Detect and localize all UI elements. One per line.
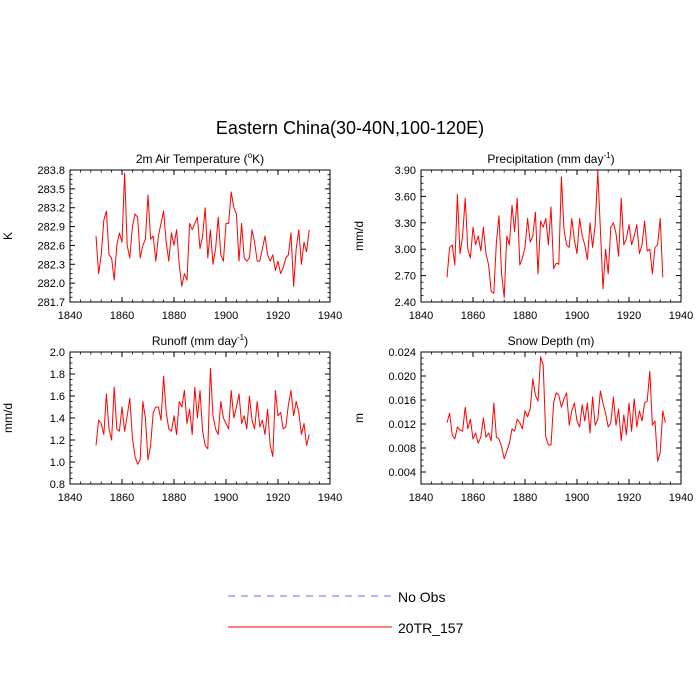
panel-air-temperature: 1840 1860 1880 1900 1920 1940 281.7 282.0 282.3 2… <box>1 151 342 322</box>
main-title: Eastern China(30-40N,100-120E) <box>216 118 484 138</box>
x-tick-label: 1840 <box>58 492 82 504</box>
panel-title: 2m Air Temperature (oK) <box>136 151 264 166</box>
panel-title: Precipitation (mm day-1) <box>487 151 614 166</box>
x-tick-label: 1860 <box>110 310 134 322</box>
panel-title-suffix: ) <box>611 152 615 166</box>
panel-title-superscript: o <box>248 151 253 160</box>
y-tick-label: 0.020 <box>388 371 416 383</box>
x-tick-label: 1940 <box>318 492 342 504</box>
x-tick-label: 1860 <box>461 310 485 322</box>
y-tick-label: 1.8 <box>50 369 65 381</box>
x-tick-label: 1940 <box>669 310 693 322</box>
x-tick-label: 1860 <box>110 492 134 504</box>
y-tick-label: 283.5 <box>37 184 65 196</box>
x-tick-label: 1920 <box>266 492 290 504</box>
x-tick-label: 1900 <box>214 310 238 322</box>
legend-model-label: 20TR_157 <box>398 620 464 636</box>
x-tick-label: 1900 <box>565 310 589 322</box>
y-tick-label: 3.60 <box>395 191 416 203</box>
x-tick-label: 1940 <box>318 310 342 322</box>
y-tick-label: 1.6 <box>50 391 65 403</box>
x-tick-label: 1860 <box>461 492 485 504</box>
x-tick-label: 1940 <box>669 492 693 504</box>
y-tick-label: 282.9 <box>37 222 65 234</box>
y-tick-label: 2.70 <box>395 271 416 283</box>
series-line-20TR_157 <box>95 368 310 465</box>
x-tick-label: 1920 <box>617 492 641 504</box>
series-line-20TR_157 <box>95 172 310 287</box>
y-tick-label: 0.008 <box>388 443 416 455</box>
y-tick-label: 281.7 <box>37 297 65 309</box>
series-line-20TR_157 <box>446 356 666 462</box>
series-line-20TR_157 <box>446 171 664 299</box>
y-tick-label: 0.016 <box>388 395 416 407</box>
plot-frame <box>69 351 331 485</box>
y-tick-label: 0.004 <box>388 467 416 479</box>
x-tick-label: 1880 <box>162 310 186 322</box>
x-tick-label: 1880 <box>513 310 537 322</box>
panel-title-suffix: ) <box>244 334 248 348</box>
y-tick-label: 283.8 <box>37 165 65 177</box>
y-tick-label: 3.90 <box>395 165 416 177</box>
y-tick-label: 282.0 <box>37 278 65 290</box>
panel-snow-depth: 1840 1860 1880 1900 1920 1940 0.004 0.008 0.012 0… <box>352 334 693 504</box>
y-axis-label: K <box>1 232 15 240</box>
panel-title-text: Snow Depth (m) <box>508 334 595 348</box>
y-tick-label: 1.4 <box>50 413 65 425</box>
y-tick-label: 2.40 <box>395 297 416 309</box>
x-tick-label: 1840 <box>409 310 433 322</box>
x-tick-label: 1880 <box>513 492 537 504</box>
y-tick-label: 0.8 <box>50 479 65 491</box>
y-tick-label: 0.012 <box>388 419 416 431</box>
panel-runoff: 1840 1860 1880 1900 1920 1940 0.8 1.0 1.2 1.4 1.6 1… <box>1 333 342 504</box>
panel-title-text: Precipitation (mm day <box>487 152 603 166</box>
legend: No Obs 20TR_157 <box>228 589 464 636</box>
y-tick-label: 283.2 <box>37 203 65 215</box>
y-tick-label: 2.0 <box>50 347 65 359</box>
panel-title-text: Runoff (mm day <box>152 334 237 348</box>
y-tick-label: 3.30 <box>395 218 416 230</box>
panel-title-superscript: -1 <box>603 151 611 160</box>
x-tick-label: 1900 <box>565 492 589 504</box>
panel-title: Snow Depth (m) <box>508 334 595 348</box>
y-tick-label: 1.0 <box>50 457 65 469</box>
y-tick-label: 1.2 <box>50 435 65 447</box>
y-axis-label: m <box>352 413 366 423</box>
x-tick-label: 1920 <box>617 310 641 322</box>
panel-title-superscript: -1 <box>237 333 245 342</box>
x-tick-label: 1900 <box>214 492 238 504</box>
x-tick-label: 1920 <box>266 310 290 322</box>
plot-frame <box>420 169 682 303</box>
y-tick-label: 0.024 <box>388 347 416 359</box>
y-tick-label: 3.00 <box>395 244 416 256</box>
panel-title-text: 2m Air Temperature ( <box>136 152 248 166</box>
x-tick-label: 1880 <box>162 492 186 504</box>
panel-precipitation: 1840 1860 1880 1900 1920 1940 2.40 2.70 3.00 3.30… <box>352 151 693 322</box>
y-tick-label: 282.3 <box>37 259 65 271</box>
y-axis-label: mm/d <box>1 403 15 433</box>
panel-title-suffix: K) <box>252 152 264 166</box>
x-tick-label: 1840 <box>58 310 82 322</box>
legend-obs-label: No Obs <box>398 589 445 605</box>
y-tick-label: 282.6 <box>37 240 65 252</box>
panel-title: Runoff (mm day-1) <box>152 333 248 348</box>
x-tick-label: 1840 <box>409 492 433 504</box>
y-axis-label: mm/d <box>352 221 366 251</box>
